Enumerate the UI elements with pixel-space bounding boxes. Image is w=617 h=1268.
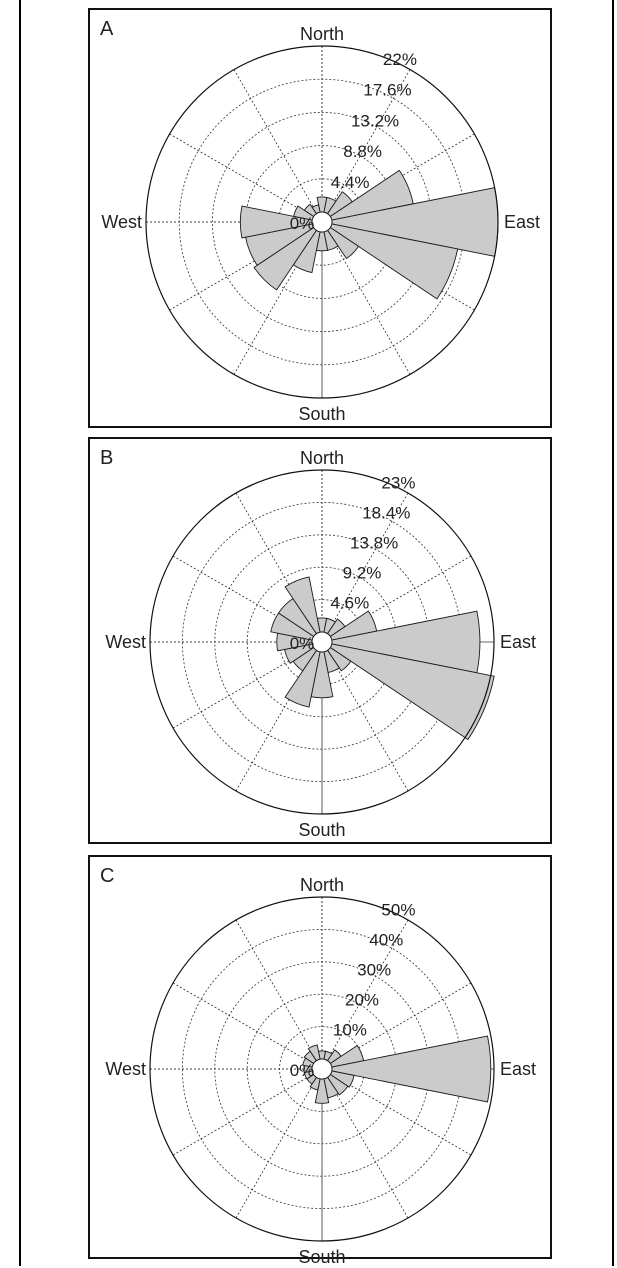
figure-frame [19, 0, 614, 1266]
grid-spoke [235, 1077, 318, 1219]
rose-panel-b: B 0% 4.6% 9.2% 13.8% 18.4% 23% North South East W… [88, 437, 552, 844]
grid-spoke [235, 650, 318, 792]
center-hole [311, 211, 333, 233]
ring-label: 23% [381, 474, 415, 493]
grid-spoke [326, 650, 409, 792]
panel-label: C [100, 865, 115, 887]
ring-label: 0% [290, 214, 315, 233]
ring-label: 13.2% [351, 111, 399, 130]
ring-label: 18.4% [362, 504, 410, 523]
grid-spoke [326, 492, 409, 634]
ring-label: 0% [290, 1061, 315, 1080]
grid-spoke [233, 69, 318, 214]
direction-labels: North South East West [105, 875, 536, 1267]
ring-labels: 0% 4.4% 8.8% 13.2% 17.6% 22% [290, 50, 417, 233]
west-label: West [105, 1059, 146, 1079]
south-label: South [298, 404, 345, 424]
grid-spoke [172, 555, 314, 638]
north-label: North [300, 24, 344, 44]
ring-label: 30% [357, 961, 391, 980]
ring-label: 0% [290, 634, 315, 653]
center-hole [311, 631, 333, 653]
south-label: South [298, 1247, 345, 1267]
sectors-group [270, 576, 495, 741]
grid-spoke [235, 919, 318, 1061]
ring-label: 8.8% [343, 142, 382, 161]
ring-label: 40% [369, 931, 403, 950]
grid-spoke [330, 555, 472, 638]
sectors-group [239, 169, 499, 300]
ring-label: 10% [333, 1021, 367, 1040]
ring-label: 4.6% [331, 594, 370, 613]
west-label: West [101, 212, 142, 232]
outer-ring [149, 896, 495, 1242]
grid-spoke [172, 1073, 314, 1156]
grid-spoke [326, 1077, 409, 1219]
east-label: East [500, 1059, 536, 1079]
ring-label: 9.2% [343, 564, 382, 583]
ring-labels: 0% 10% 20% 30% 40% 50% [290, 901, 416, 1080]
north-label: North [300, 875, 344, 895]
rose-panel-a: A 0% 4.4% 8.8% 13.2% 17.6% 22% North South East W… [88, 8, 552, 428]
outer-ring [145, 45, 499, 399]
east-label: East [500, 632, 536, 652]
grid-spoke [330, 982, 472, 1065]
grid-spoke [172, 982, 314, 1065]
east-label: East [504, 212, 540, 232]
outer-ring [149, 469, 495, 815]
rose-chart-b: 0% 4.6% 9.2% 13.8% 18.4% 23% North South East Wes… [105, 448, 536, 840]
panel-label: B [100, 447, 114, 469]
ring-label: 17.6% [363, 81, 411, 100]
grid-spoke [235, 492, 318, 634]
west-label: West [105, 632, 146, 652]
south-label: South [298, 820, 345, 840]
rose-chart-a: 0% 4.4% 8.8% 13.2% 17.6% 22% North South East Wes… [101, 24, 540, 424]
north-label: North [300, 448, 344, 468]
grid-spoke [169, 133, 314, 218]
ring-label: 13.8% [350, 534, 398, 553]
grid-spoke [330, 1073, 472, 1156]
ring-label: 20% [345, 991, 379, 1010]
grid-spoke [326, 919, 409, 1061]
direction-labels: North South East West [105, 448, 536, 840]
panel-label: A [100, 18, 114, 40]
ring-labels: 0% 4.6% 9.2% 13.8% 18.4% 23% [290, 474, 416, 653]
center-hole [311, 1058, 333, 1080]
grid-spoke [172, 646, 314, 729]
rose-panel-c: C 0% 10% 20% 30% 40% 50% North South East West [88, 855, 552, 1267]
sector-e [331, 1035, 492, 1103]
ring-label: 50% [381, 901, 415, 920]
ring-label: 4.4% [331, 173, 370, 192]
sectors-group [302, 1035, 492, 1104]
direction-labels: North South East West [101, 24, 540, 424]
ring-label: 22% [383, 50, 417, 69]
rose-chart-c: 0% 10% 20% 30% 40% 50% North South East West [105, 875, 536, 1267]
